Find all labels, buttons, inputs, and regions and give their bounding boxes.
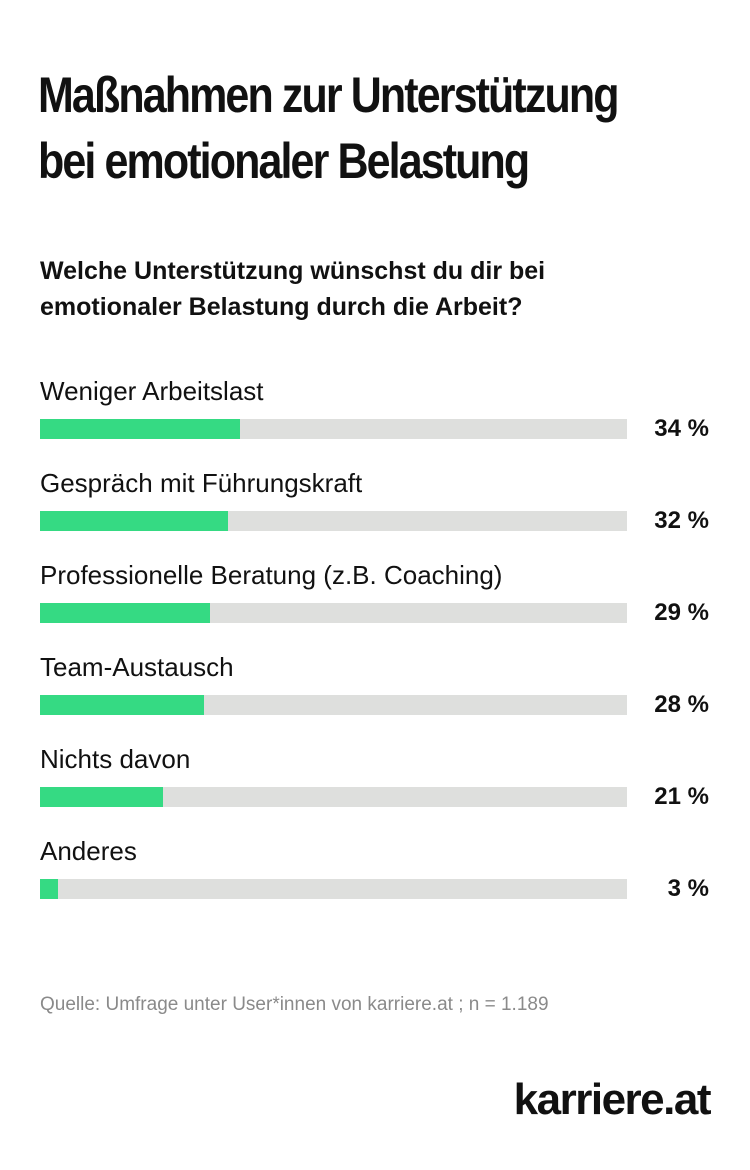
chart-title: Maßnahmen zur Unterstützung bei emotiona… xyxy=(38,62,631,194)
bar-track xyxy=(40,787,627,807)
bar-row: Nichts davon 21 % xyxy=(0,744,750,824)
survey-question-line-2: emotionaler Belastung durch die Arbeit? xyxy=(40,293,523,321)
chart-title-line-1: Maßnahmen zur Unterstützung xyxy=(38,67,619,123)
bar-track xyxy=(40,511,627,531)
bar-track xyxy=(40,419,627,439)
source-note: Quelle: Umfrage unter User*innen von kar… xyxy=(40,994,549,1015)
bar-row: Anderes 3 % xyxy=(0,836,750,916)
bar xyxy=(40,787,164,807)
bar xyxy=(40,695,205,715)
bar xyxy=(40,603,211,623)
bar-row: Gespräch mit Führungskraft 32 % xyxy=(0,468,750,548)
bar-track xyxy=(40,695,627,715)
bar-row: Professionelle Beratung (z.B. Coaching) 2… xyxy=(0,560,750,640)
bar-value-label: 29 % xyxy=(654,599,709,626)
bar xyxy=(40,419,240,439)
bar-category-label: Gespräch mit Führungskraft xyxy=(40,468,363,498)
bar-value-label: 34 % xyxy=(654,415,709,442)
bar-value-label: 21 % xyxy=(654,783,709,810)
survey-question: Welche Unterstützung wünschst du dir bei… xyxy=(40,253,680,325)
bar-category-label: Nichts davon xyxy=(40,744,191,774)
karriere-logo: karriere.at xyxy=(513,1075,712,1124)
bar-category-label: Team-Austausch xyxy=(40,652,234,682)
bar-row: Team-Austausch 28 % xyxy=(0,652,750,732)
survey-question-line-1: Welche Unterstützung wünschst du dir bei xyxy=(40,257,546,285)
bar-value-label: 3 % xyxy=(667,875,709,902)
bar-row: Weniger Arbeitslast 34 % xyxy=(0,376,750,456)
bar-category-label: Weniger Arbeitslast xyxy=(40,376,264,406)
bar-track xyxy=(40,603,627,623)
bar-track xyxy=(40,879,627,899)
bar xyxy=(40,511,228,531)
bar-category-label: Anderes xyxy=(40,836,137,866)
chart-title-line-2: bei emotionaler Belastung xyxy=(38,133,530,189)
bar-value-label: 32 % xyxy=(654,507,709,534)
bar-category-label: Professionelle Beratung (z.B. Coaching) xyxy=(40,560,503,590)
bar-value-label: 28 % xyxy=(654,691,709,718)
bar xyxy=(40,879,58,899)
